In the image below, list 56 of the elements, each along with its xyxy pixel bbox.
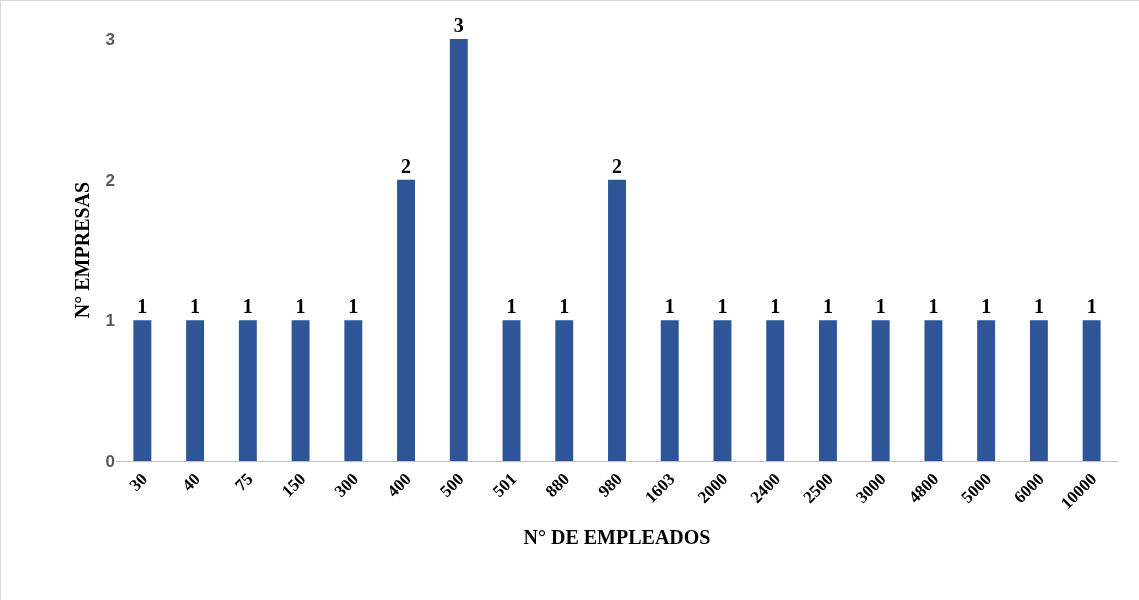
data-label: 1 (822, 295, 833, 318)
y-tick-label: 3 (105, 29, 115, 49)
x-tick-label: 30 (125, 469, 152, 495)
bar (818, 320, 837, 461)
y-tick-label: 2 (105, 170, 115, 190)
y-tick-label: 1 (105, 311, 115, 331)
data-label: 1 (1086, 295, 1097, 318)
data-label: 1 (664, 295, 675, 318)
x-tick-label: 980 (594, 469, 626, 501)
data-label: 1 (770, 295, 781, 318)
bar (397, 179, 416, 461)
bar (1082, 320, 1101, 461)
x-tick-label: 400 (383, 469, 415, 501)
data-label: 1 (928, 295, 939, 318)
x-tick-label: 300 (330, 469, 363, 501)
data-label: 1 (348, 295, 359, 318)
data-label: 1 (717, 295, 728, 318)
x-tick-label: 40 (178, 469, 204, 495)
data-label: 1 (875, 295, 886, 318)
data-label: 1 (559, 295, 570, 318)
data-label: 1 (242, 295, 253, 318)
data-label: 1 (295, 295, 306, 318)
data-label: 2 (612, 154, 622, 177)
data-label: 1 (506, 295, 517, 318)
data-label: 1 (137, 295, 148, 318)
data-label: 3 (453, 14, 464, 36)
data-label: 2 (401, 154, 412, 177)
data-label: 1 (190, 295, 201, 318)
bar (291, 320, 310, 461)
bar (449, 39, 468, 461)
bar (660, 320, 679, 461)
x-tick-label: 6000 (1010, 469, 1048, 507)
x-tick-label: 501 (488, 469, 521, 501)
bar (502, 320, 521, 461)
x-tick-label: 75 (231, 469, 257, 495)
data-label: 1 (981, 295, 992, 318)
bar (344, 320, 363, 461)
y-axis-title: N° EMPRESAS (71, 181, 94, 319)
bar (871, 320, 890, 461)
x-tick-label: 4800 (904, 469, 943, 507)
x-tick-label: 150 (277, 469, 310, 501)
bar (977, 320, 996, 461)
bar (766, 320, 785, 461)
bar (1029, 320, 1048, 461)
bar (608, 179, 626, 461)
x-tick-label: 880 (541, 469, 574, 501)
bar (186, 320, 205, 461)
bar (555, 320, 574, 461)
bar (133, 320, 152, 461)
x-axis-title: N° DE EMPLEADOS (523, 526, 711, 549)
bar (713, 320, 732, 461)
bar (924, 320, 943, 461)
x-tick-label: 500 (436, 469, 468, 501)
bar (238, 320, 257, 461)
data-label: 1 (1033, 295, 1044, 318)
y-tick-label: 0 (105, 451, 115, 471)
